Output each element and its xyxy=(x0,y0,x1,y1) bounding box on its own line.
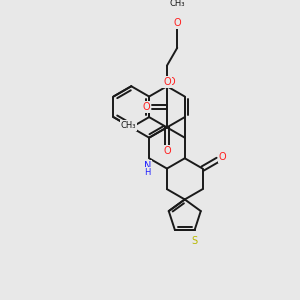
Text: O: O xyxy=(173,18,181,28)
Text: H: H xyxy=(144,168,150,177)
Text: CH₃: CH₃ xyxy=(121,121,136,130)
Text: O: O xyxy=(163,76,171,87)
Text: CH₃: CH₃ xyxy=(169,0,185,8)
Text: O: O xyxy=(163,146,171,155)
Text: S: S xyxy=(192,236,198,247)
Text: O: O xyxy=(142,102,150,112)
Text: N: N xyxy=(144,161,151,171)
Text: O: O xyxy=(168,76,176,87)
Text: O: O xyxy=(219,152,226,162)
